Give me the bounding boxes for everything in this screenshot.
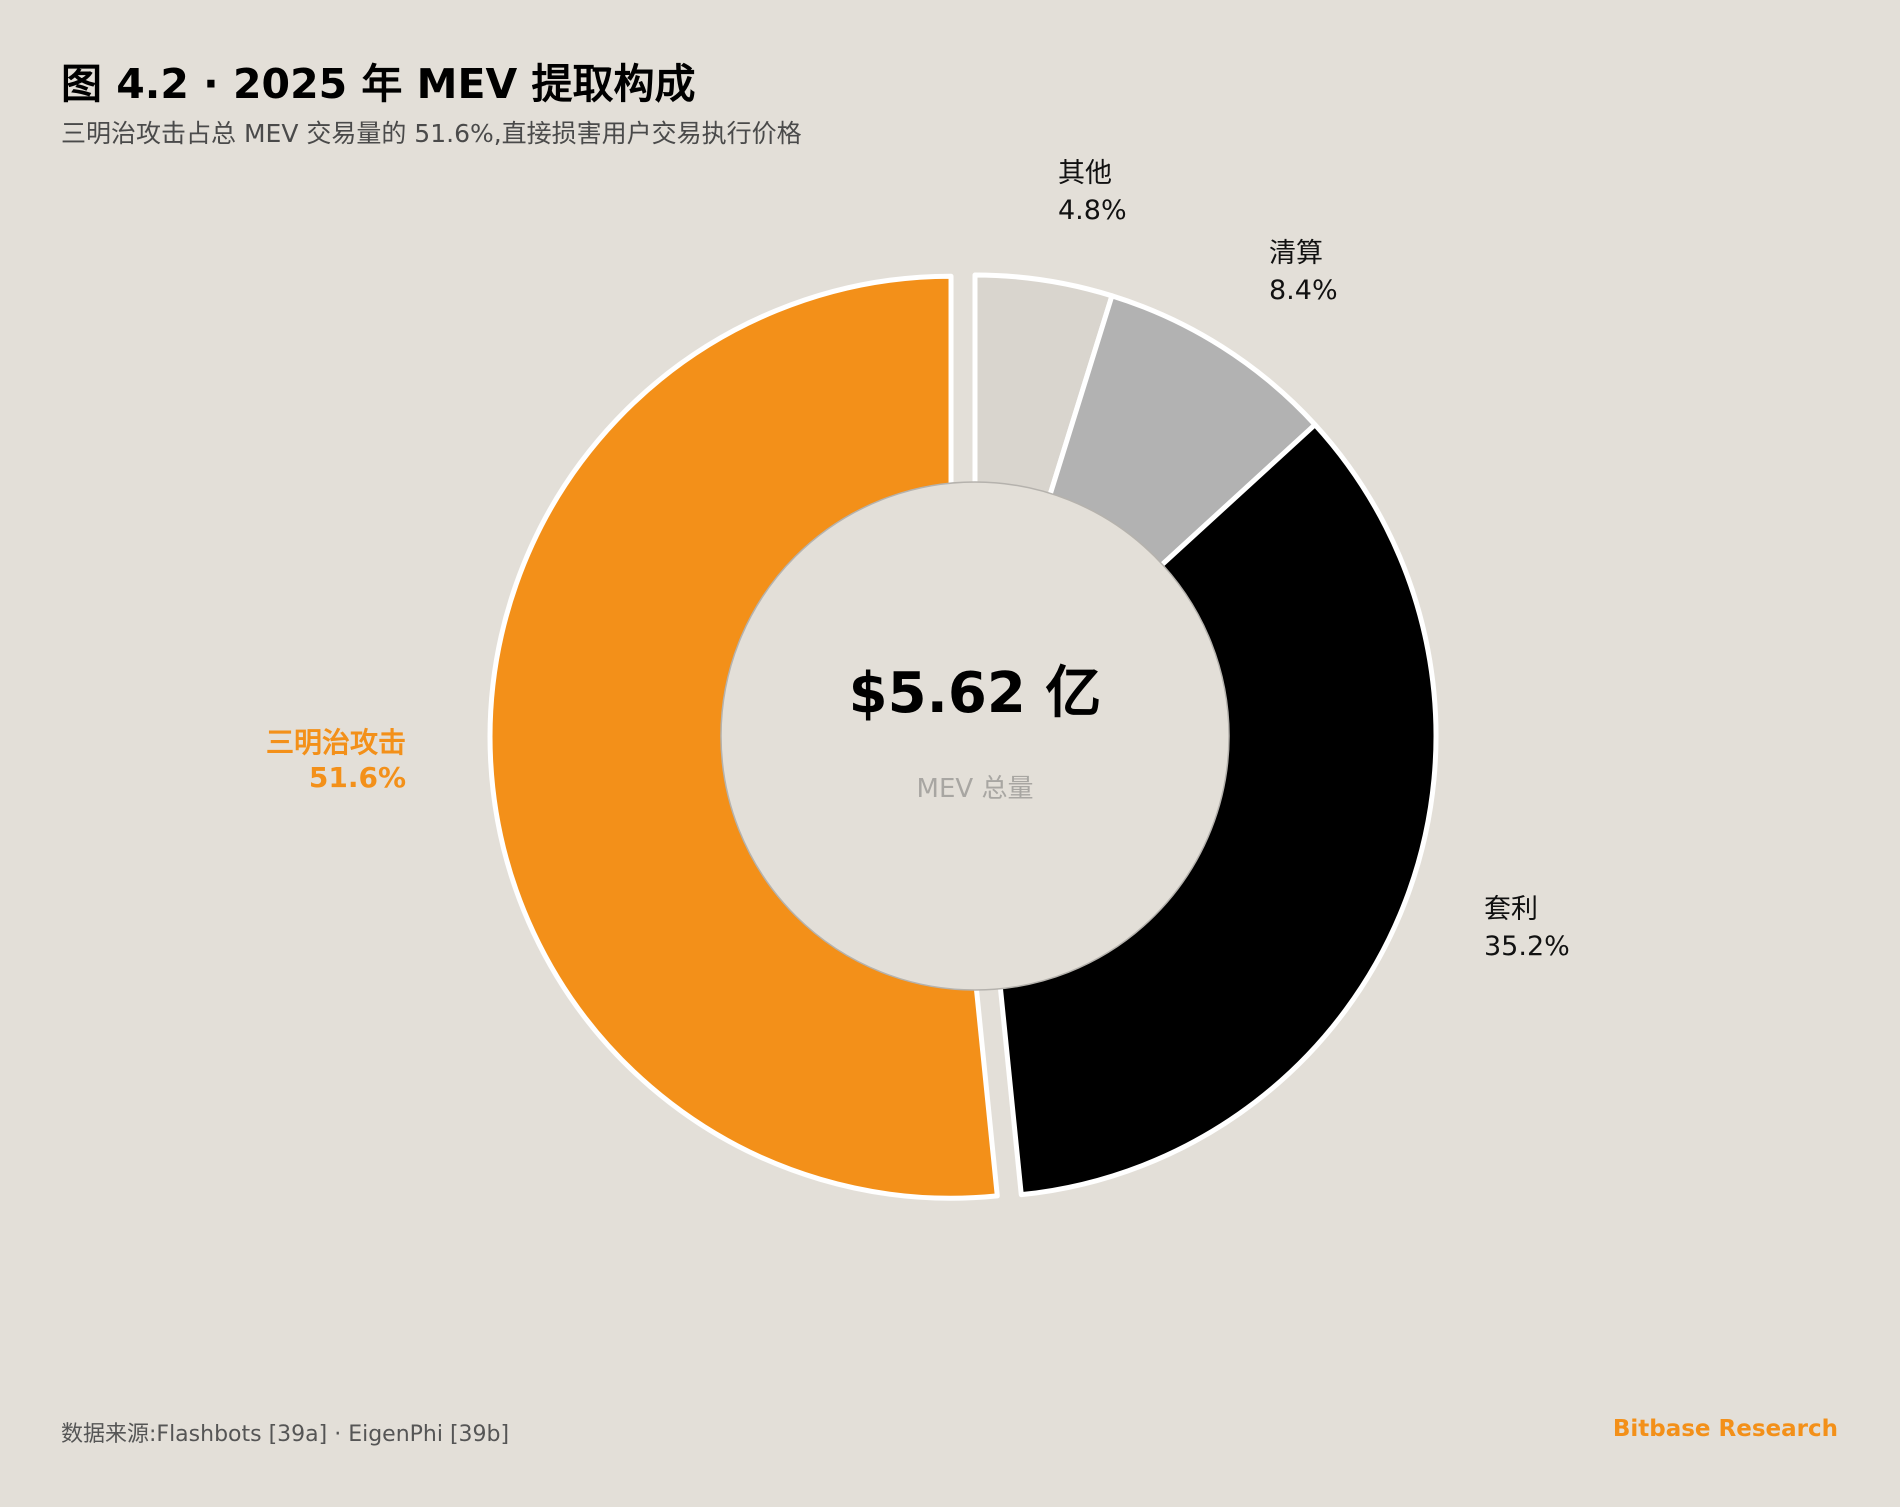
donut-hole [720, 481, 1230, 991]
center-label: MEV 总量 [917, 774, 1034, 804]
brand-logo-text: Bitbase Research [1612, 1416, 1838, 1442]
data-source: 数据来源:Flashbots [39a] · EigenPhi [39b] [61, 1422, 510, 1447]
slice-value-sandwich: 51.6% [309, 761, 406, 794]
slice-value-arbitrage: 35.2% [1484, 931, 1570, 962]
center-value: $5.62 亿 [849, 661, 1102, 726]
slice-label-other: 其他 [1058, 158, 1112, 189]
chart-subtitle: 三明治攻击占总 MEV 交易量的 51.6%,直接损害用户交易执行价格 [61, 119, 802, 148]
slice-value-liquidation: 8.4% [1269, 275, 1338, 306]
slice-label-sandwich: 三明治攻击 [266, 726, 406, 759]
slice-label-arbitrage: 套利 [1484, 894, 1538, 925]
slice-label-liquidation: 清算 [1269, 238, 1323, 269]
chart-title: 图 4.2 · 2025 年 MEV 提取构成 [61, 60, 696, 108]
slice-value-other: 4.8% [1058, 195, 1127, 226]
